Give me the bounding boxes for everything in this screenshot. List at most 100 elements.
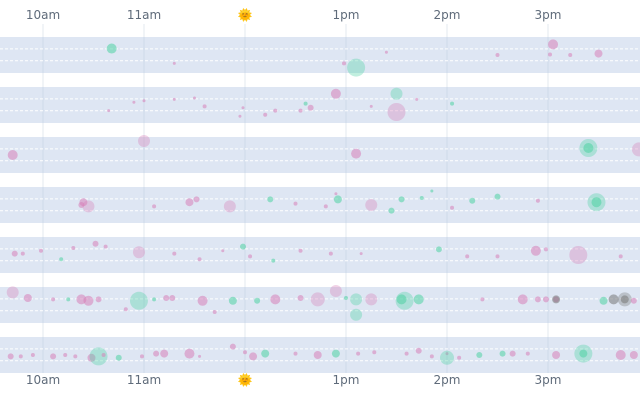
data-point-r3-11 (333, 195, 342, 204)
data-point-r3-20 (535, 198, 540, 203)
data-point-r6-22 (356, 351, 361, 356)
data-point-r3-16 (430, 189, 434, 193)
data-point-r6-16 (243, 350, 247, 355)
data-point-r3-2 (78, 202, 85, 208)
tick-label-axis-bottom-4: 2pm (434, 373, 461, 387)
data-point-r5-9 (152, 297, 157, 302)
data-point-r0-1 (347, 58, 366, 77)
data-point-r4-19 (495, 254, 500, 259)
data-point-r6-6 (87, 353, 96, 362)
data-point-r6-37 (615, 350, 626, 360)
data-point-r4-14 (298, 248, 303, 253)
data-point-r4-17 (435, 246, 442, 253)
data-point-r4-6 (103, 244, 108, 249)
data-point-r5-37 (630, 297, 637, 304)
tick-label-axis-bottom-1: 11am (127, 373, 161, 387)
data-point-r5-14 (228, 296, 237, 305)
tick-label-axis-top-1: 11am (127, 8, 161, 22)
data-point-r0-0 (106, 43, 117, 54)
data-point-r4-5 (92, 240, 99, 247)
data-point-r6-27 (445, 352, 449, 356)
data-point-r6-29 (457, 355, 462, 360)
data-point-r1-8 (298, 108, 303, 113)
data-point-r5-1 (23, 294, 32, 302)
data-point-r5-23 (365, 293, 378, 306)
data-point-r4-21 (569, 246, 588, 264)
data-point-r6-30 (476, 352, 483, 358)
data-point-r5-30 (542, 296, 549, 303)
data-point-r0-2 (548, 39, 559, 50)
data-point-r0-4 (568, 53, 573, 57)
data-point-r5-0 (6, 286, 19, 299)
data-point-r4-4 (59, 257, 64, 262)
tick-label-axis-bottom-5: 3pm (535, 373, 562, 387)
data-point-r6-13 (184, 348, 195, 359)
data-point-r4-20 (530, 245, 541, 256)
data-point-r6-14 (198, 354, 202, 358)
data-point-r3-19 (494, 193, 501, 200)
data-point-r5-27 (480, 297, 485, 302)
data-point-r6-8 (101, 353, 106, 357)
data-point-r6-20 (313, 351, 322, 359)
x-axis-top: 10am 11am 🌞 1pm 2pm 3pm (26, 7, 562, 22)
data-point-r6-4 (63, 353, 68, 357)
data-point-r4-2 (38, 248, 43, 253)
data-point-r0-5 (548, 52, 553, 57)
data-point-r5-20 (344, 296, 348, 300)
data-point-r4-16 (359, 252, 363, 256)
row-band-2 (0, 137, 640, 173)
data-point-r6-18 (261, 349, 270, 358)
data-point-r4-9 (197, 257, 202, 262)
data-point-r3-8 (293, 201, 298, 206)
data-point-r1-18 (132, 100, 136, 104)
data-point-r6-19 (293, 351, 298, 356)
data-point-r5-13 (212, 310, 217, 314)
data-point-r4-15 (328, 251, 333, 256)
data-point-r4-23 (543, 247, 548, 252)
data-point-r1-9 (307, 104, 314, 111)
data-point-r3-12 (365, 199, 378, 211)
data-point-r1-3 (172, 97, 176, 101)
noon-icon-axis-bottom-2: 🌞 (238, 372, 253, 387)
data-point-r3-9 (323, 204, 328, 209)
data-point-r1-6 (263, 112, 268, 117)
data-point-r4-8 (172, 251, 177, 256)
data-point-r5-24 (396, 294, 407, 305)
data-point-r1-2 (241, 106, 245, 110)
data-point-r5-17 (297, 295, 304, 301)
row-bands (0, 37, 640, 373)
data-point-r6-24 (404, 351, 409, 356)
data-point-r5-25 (395, 291, 414, 310)
data-point-r3-6 (223, 200, 236, 213)
data-point-r5-3 (66, 297, 71, 302)
data-point-r3-17 (450, 205, 455, 210)
data-point-r1-0 (202, 104, 207, 109)
data-point-r6-12 (160, 349, 169, 358)
tick-label-axis-top-5: 3pm (535, 8, 562, 22)
data-point-r6-2 (30, 353, 35, 357)
data-point-r5-11 (169, 295, 176, 301)
data-points (6, 39, 640, 366)
noon-icon-axis-top-2: 🌞 (238, 7, 253, 22)
tick-label-axis-top-0: 10am (26, 8, 60, 22)
data-point-r6-25 (415, 347, 422, 354)
data-point-r1-15 (415, 97, 419, 101)
data-point-r5-12 (197, 295, 208, 306)
data-point-r5-18 (310, 292, 325, 307)
data-point-r0-8 (384, 50, 388, 54)
data-point-r0-7 (341, 61, 346, 66)
data-point-r5-34 (608, 294, 619, 305)
data-point-r3-5 (193, 196, 200, 203)
data-point-r6-26 (429, 354, 434, 359)
data-point-r5-29 (534, 296, 541, 303)
data-point-r3-10 (334, 192, 338, 196)
data-point-r2-4 (583, 143, 594, 153)
data-point-r1-5 (193, 96, 196, 100)
data-point-r3-14 (398, 196, 405, 203)
data-point-r6-31 (499, 350, 506, 357)
data-point-r3-18 (469, 197, 476, 204)
tick-label-axis-top-4: 2pm (434, 8, 461, 22)
data-point-r0-9 (172, 61, 176, 65)
data-point-r6-36 (579, 349, 588, 358)
